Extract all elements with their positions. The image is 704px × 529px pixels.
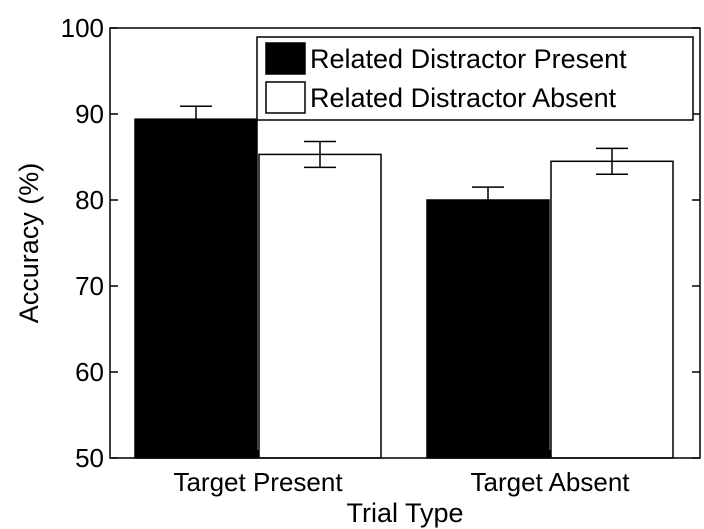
y-tick-label: 90 <box>75 99 104 129</box>
legend-label: Related Distractor Absent <box>310 83 617 113</box>
y-tick-label: 60 <box>75 357 104 387</box>
legend-item-related-distractor-present: Related Distractor Present <box>265 42 627 75</box>
error-bar <box>472 186 504 214</box>
error-bar <box>180 105 212 133</box>
x-tick-label: Target Present <box>173 467 343 497</box>
legend-item-related-distractor-absent: Related Distractor Absent <box>265 81 617 114</box>
y-tick-label: 70 <box>75 271 104 301</box>
y-axis-title: Accuracy (%) <box>14 163 44 324</box>
error-bar <box>304 140 336 169</box>
y-tick-label: 100 <box>61 13 104 43</box>
legend: Related Distractor Present Related Distr… <box>256 36 694 121</box>
legend-swatch <box>265 42 306 75</box>
x-axis-title: Trial Type <box>346 498 463 528</box>
x-tick-label: Target Absent <box>471 467 631 497</box>
bar-related-distractor-absent-target-absent <box>550 160 674 459</box>
y-axis: 50 60 70 80 90 100 <box>61 13 700 473</box>
bars-layer <box>134 118 674 459</box>
y-tick-label: 80 <box>75 185 104 215</box>
legend-box <box>256 36 694 121</box>
legend-swatch <box>265 81 306 114</box>
y-tick-label: 50 <box>75 443 104 473</box>
x-axis: Target Present Target Absent <box>173 450 630 497</box>
error-bars-layer <box>180 105 628 214</box>
error-bar <box>596 147 628 175</box>
bar-related-distractor-present-target-absent <box>426 199 550 459</box>
bar-related-distractor-absent-target-present <box>258 153 382 459</box>
bar-related-distractor-present-target-present <box>134 118 258 459</box>
legend-label: Related Distractor Present <box>310 44 627 74</box>
plot-frame <box>109 27 701 459</box>
